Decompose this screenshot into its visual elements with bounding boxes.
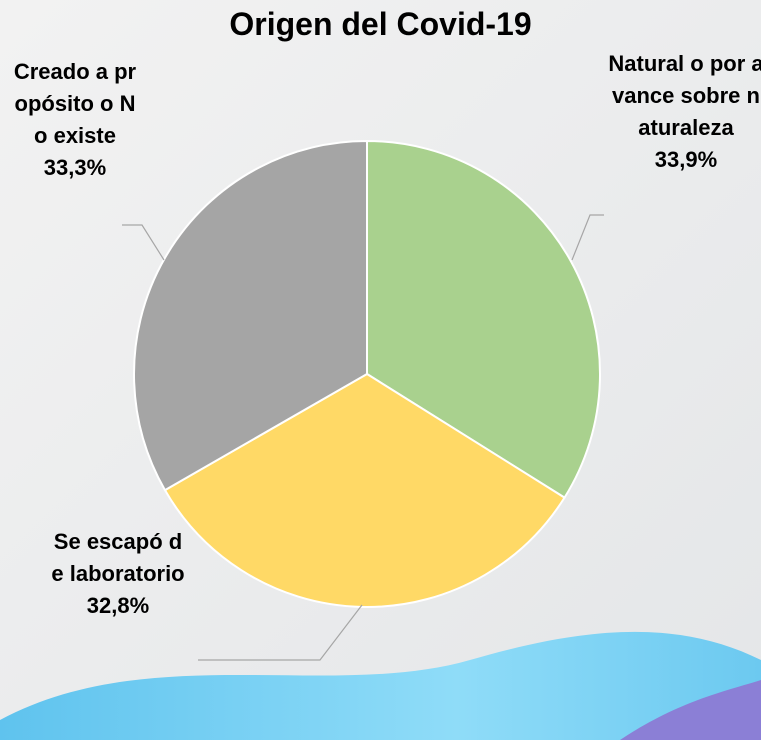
pie [133, 139, 601, 608]
leader-line [198, 604, 363, 661]
leader-line [571, 214, 604, 261]
leader-lines [122, 214, 604, 661]
category-label: Creado a propósito o No existe [13, 59, 137, 148]
data-label: Natural o por avance sobre naturaleza 33,… [608, 48, 761, 176]
pie-slice [133, 139, 368, 492]
pie-slice [163, 372, 566, 608]
category-label: Se escapó de laboratorio [51, 529, 185, 586]
value-label: 33,9% [654, 147, 718, 172]
value-label: 32,8% [86, 593, 150, 618]
leader-line [122, 224, 165, 261]
wave-dark [620, 680, 761, 740]
wave [0, 631, 761, 740]
data-label: Se escapó de laboratorio 32,8% [48, 526, 188, 622]
value-label: 33,3% [43, 155, 107, 180]
category-label: Natural o por avance sobre naturaleza [608, 51, 761, 140]
chart-title: Origen del Covid-19 [229, 6, 532, 42]
data-label: Creado a propósito o No existe 33,3% [8, 56, 142, 184]
pie-slice [366, 139, 601, 499]
